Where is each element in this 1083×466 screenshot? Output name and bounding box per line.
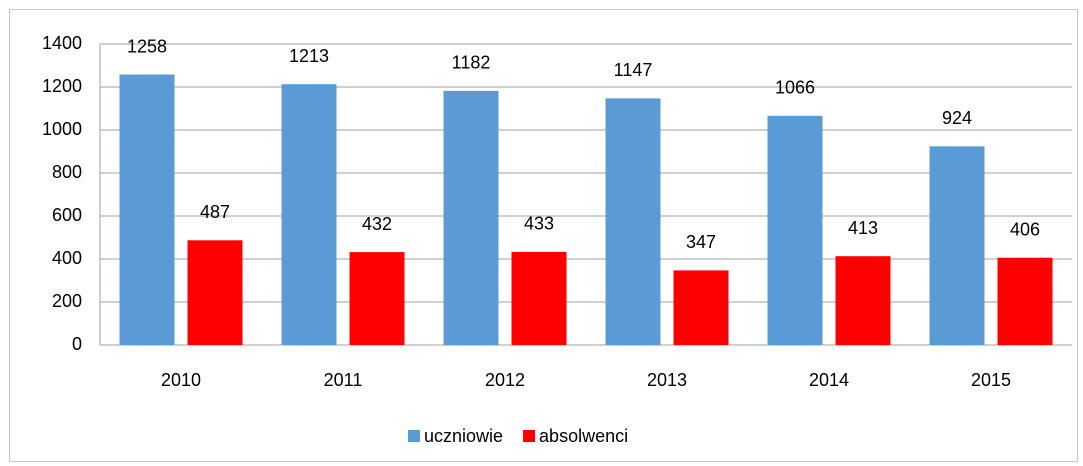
bar: [767, 115, 823, 345]
bar: [349, 252, 405, 345]
data-label: 1147: [614, 60, 653, 80]
y-tick-label: 400: [52, 248, 82, 268]
y-tick-label: 0: [72, 334, 82, 354]
data-label: 433: [524, 214, 554, 234]
legend-swatch: [408, 430, 420, 442]
data-label: 406: [1010, 219, 1040, 239]
bar: [835, 256, 891, 345]
legend-label: uczniowie: [424, 426, 503, 446]
y-tick-label: 1200: [42, 76, 82, 96]
x-tick-label: 2015: [971, 370, 1011, 390]
bar: [929, 146, 985, 345]
y-tick-label: 1000: [42, 119, 82, 139]
bar: [511, 251, 567, 345]
y-tick-label: 1400: [42, 33, 82, 53]
data-label: 1258: [127, 36, 167, 56]
legend-swatch: [523, 430, 536, 442]
y-tick-label: 200: [52, 291, 82, 311]
x-tick-label: 2013: [647, 370, 687, 390]
data-label: 487: [200, 202, 230, 222]
chart-border: [9, 9, 1078, 462]
data-label: 432: [362, 214, 392, 234]
bar: [673, 270, 729, 345]
bar: [119, 74, 175, 345]
data-label: 1182: [452, 53, 491, 73]
x-tick-label: 2011: [324, 370, 363, 390]
x-tick-label: 2010: [161, 370, 201, 390]
data-label: 413: [848, 218, 878, 238]
x-tick-label: 2012: [485, 370, 525, 390]
bar: [187, 240, 243, 345]
y-tick-label: 600: [52, 205, 82, 225]
bar: [605, 98, 661, 346]
bar: [281, 84, 337, 345]
bar: [443, 90, 499, 346]
bar: [997, 257, 1053, 345]
data-label: 924: [942, 108, 972, 128]
legend-label: absolwenci: [539, 426, 628, 446]
y-tick-label: 800: [52, 162, 82, 182]
x-tick-label: 2014: [809, 370, 849, 390]
data-label: 1066: [775, 78, 815, 98]
data-label: 1213: [289, 46, 329, 66]
data-label: 347: [686, 232, 716, 252]
